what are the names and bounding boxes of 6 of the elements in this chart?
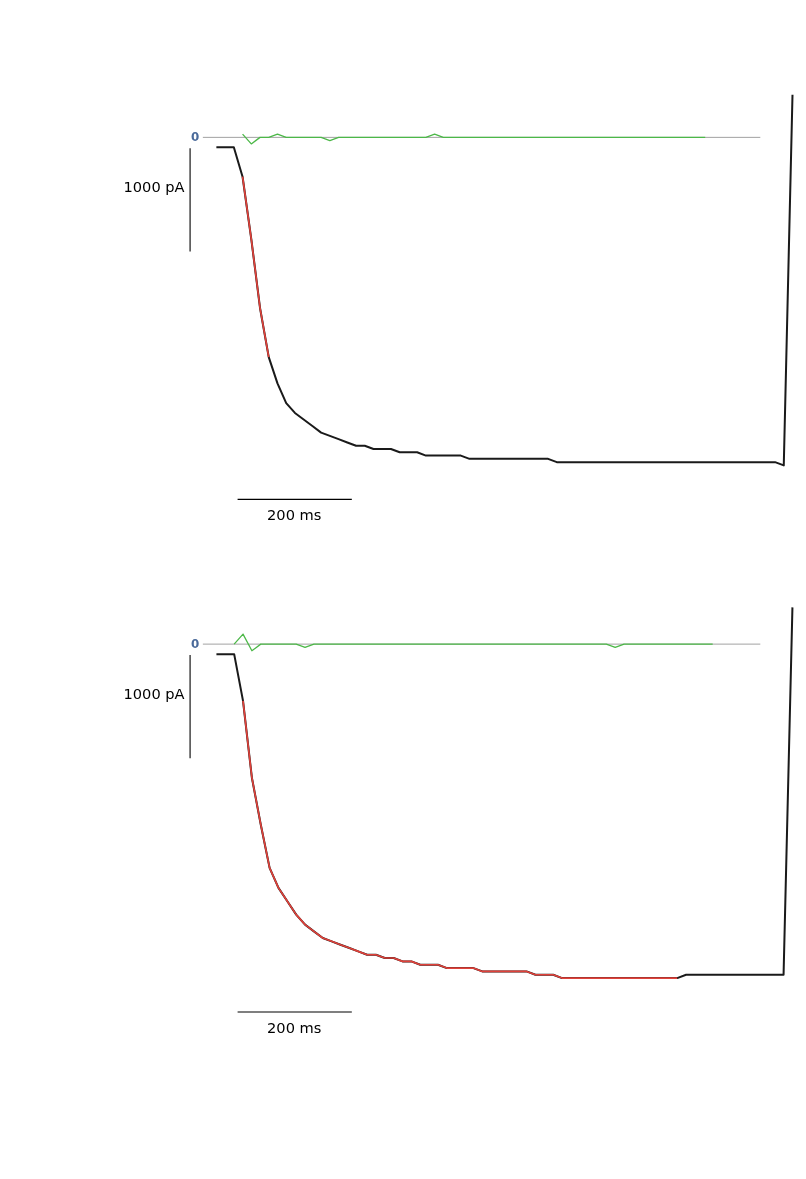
text: 1000 pA [123, 684, 185, 702]
text: 0 [190, 130, 200, 145]
text: 200 ms [267, 506, 322, 524]
text: 0 [190, 636, 200, 651]
text: 1000 pA [123, 178, 185, 196]
text: 200 ms [267, 1019, 322, 1037]
